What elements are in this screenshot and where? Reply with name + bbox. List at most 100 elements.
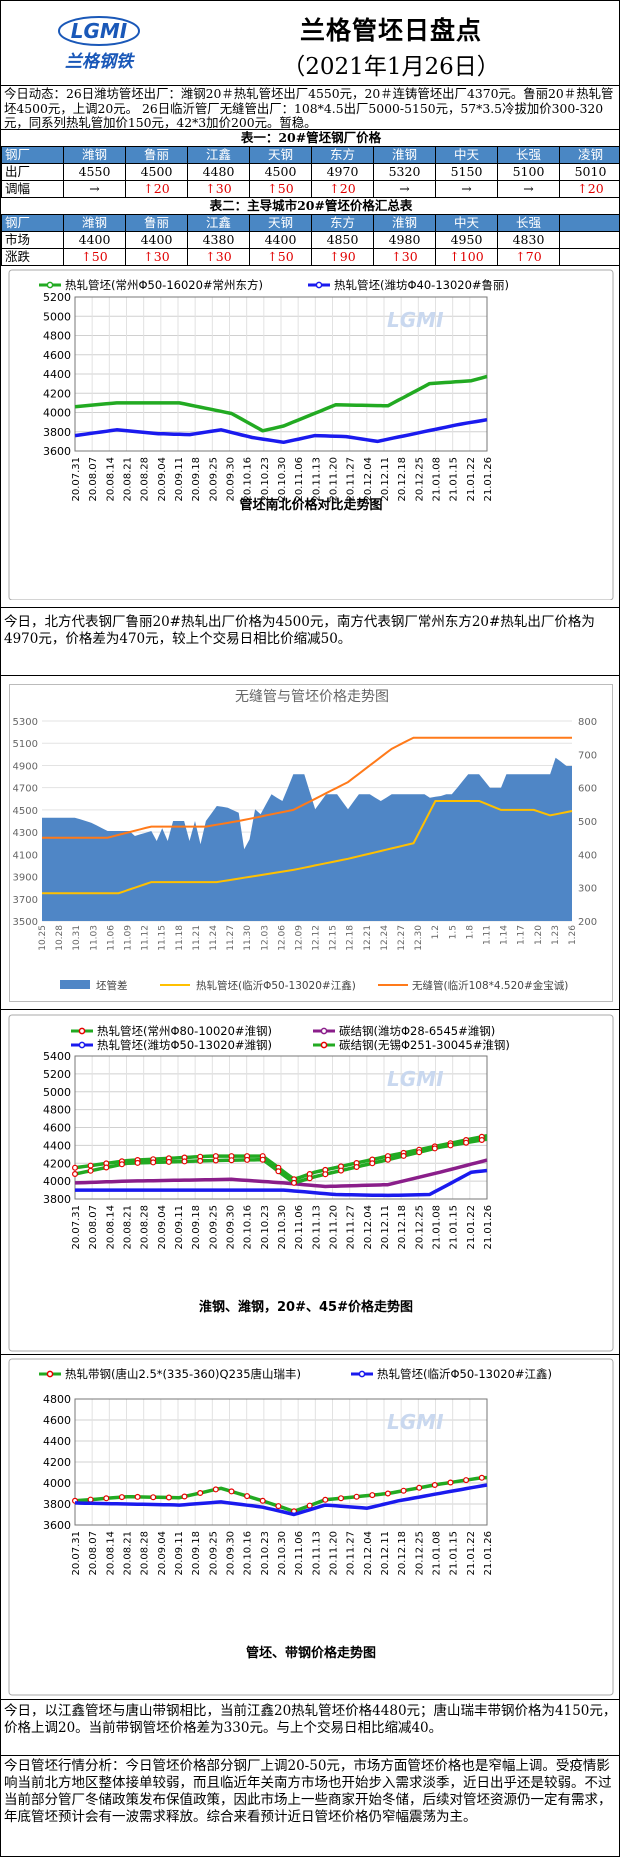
series-point [181,1493,188,1500]
y2-tick-label: 700 [578,750,597,761]
y-tick-label: 3900 [13,873,38,884]
table-header-row: 钢厂 潍钢 鲁丽 江鑫 天钢 东方 淮钢 中天 长强 [1,214,619,232]
x-tick-label: 11.21 [192,925,202,951]
table-cell: ↑30 [125,248,188,266]
y-tick-label: 3800 [43,1193,71,1206]
table-cell: ↑20 [125,180,188,198]
y-tick-label: 5200 [43,1068,71,1081]
y-tick-label: 4800 [43,1393,71,1406]
x-tick-label: 1.11 [483,925,493,945]
x-tick-label: 11.24 [209,925,219,951]
y2-tick-label: 800 [578,717,597,728]
series-area [42,757,572,921]
chart-panel [8,1014,614,1352]
series-point [150,1494,157,1501]
series-line [74,417,488,445]
x-tick-label: 20.08.07 [88,1205,99,1250]
series-point [478,1474,485,1481]
table-cell: ↑30 [187,180,250,198]
table-header-cell: 鲁丽 [125,146,188,164]
chart-caption: 淮钢、潍钢，20#、45#价格走势图 [198,1299,413,1315]
x-tick-label: 10.25 [38,925,48,951]
x-tick-label: 20.08.14 [105,457,116,502]
divider [1,1354,619,1355]
x-tick-label: 21.01.26 [483,1205,494,1250]
x-tick-label: 11.30 [243,925,253,951]
x-tick-label: 21.01.15 [449,457,460,502]
series-point [463,1139,470,1146]
table-cell: ↑30 [373,248,436,266]
table-cell: 4380 [187,231,250,249]
table2-title: 表二：主导城市20#管坯价格汇总表 [209,198,413,213]
chart4: 热轧带钢(唐山2.5*(335-360)Q235唐山瑞丰) 热轧管坯(临沂Φ50-… [8,1358,614,1696]
series-point [165,1158,172,1165]
x-tick-label: 20.09.04 [157,1531,168,1576]
divider [1,607,619,608]
x-tick-label: 11.12 [141,925,151,951]
series-point [291,1179,298,1186]
x-tick-label: 20.11.06 [294,1531,305,1576]
series-point [369,1160,376,1167]
x-tick-label: 20.12.04 [363,1205,374,1250]
x-tick-label: 12.18 [346,925,356,951]
y-tick-label: 5000 [43,1086,71,1099]
chart3-section: 热轧管坯(常州Φ80-10020#淮钢) 热轧管坯(潍坊Φ50-13020#潍钢)… [1,1013,619,1353]
table-row-label: 涨跌 [1,248,64,266]
table-header-cell: 中天 [435,214,498,232]
table-header-cell: 长强 [497,146,560,164]
series-point [275,1168,282,1175]
table-header-cell: 钢厂 [1,146,64,164]
legend-label: 热轧管坯(常州Φ50-16020#常州东方) [65,278,263,292]
header: LGMI 兰格钢铁 兰格管坯日盘点 （2021年1月26日） [1,1,619,85]
paragraph-market-analysis: 今日管坯行情分析：今日管坯价格部分钢厂上调20-50元，市场方面管坯价格也是窄幅… [4,1758,612,1825]
series-point [338,1495,345,1502]
legend-label: 无缝管(临沂108*4.520#金宝诚) [412,979,568,992]
y-tick-label: 5200 [43,291,71,304]
x-tick-label: 20.11.27 [346,1531,357,1576]
table-cell: 5150 [435,163,498,181]
plot-area [74,1055,488,1200]
table-cell: ↑50 [63,248,126,266]
x-tick-label: 20.09.25 [208,457,219,502]
divider [1,1755,619,1756]
y-tick-label: 4900 [13,761,38,772]
y-tick-label: 4000 [43,1175,71,1188]
x-tick-label: 11.15 [158,925,168,951]
x-tick-label: 10.31 [72,925,82,951]
legend-swatch [60,980,90,989]
series-point [118,1494,125,1501]
x-tick-label: 20.12.11 [380,1531,391,1576]
table1-title: 表一：20#管坯钢厂价格 [240,130,382,145]
x-tick-label: 20.09.04 [157,457,168,502]
chart4-section: 热轧带钢(唐山2.5*(335-360)Q235唐山瑞丰) 热轧管坯(临沂Φ50-… [1,1357,619,1697]
x-tick-label: 20.08.28 [140,1531,151,1576]
table-row-label: 市场 [1,231,64,249]
series-line [74,374,488,433]
x-tick-label: 20.10.30 [277,457,288,502]
x-tick-label: 20.12.04 [363,457,374,502]
series-point [197,1157,204,1164]
plot-area [74,1398,488,1526]
x-tick-label: 20.12.18 [397,1531,408,1576]
x-tick-label: 20.09.30 [226,1531,237,1576]
table-cell: 4550 [63,163,126,181]
table-row: 调幅 → ↑20 ↑30 ↑50 ↑20 → → → ↑20 [1,180,619,198]
x-tick-label: 20.08.21 [123,1205,134,1250]
table-cell: ↑20 [559,180,619,198]
series-point [353,1164,360,1171]
x-tick-label: 20.08.07 [88,457,99,502]
chart1-section: 热轧管坯(常州Φ50-16020#常州东方) 热轧管坯(潍坊Φ40-13020#鲁… [1,268,619,600]
x-tick-label: 20.10.30 [277,1205,288,1250]
x-tick-label: 21.01.08 [432,1531,443,1576]
x-tick-label: 20.08.14 [105,1531,116,1576]
x-tick-label: 20.09.18 [191,457,202,502]
series-point [306,1502,313,1509]
table-cell: ↑70 [497,248,560,266]
x-tick-label: 21.01.22 [466,457,477,502]
series-point [212,1157,219,1164]
legend-label: 热轧管坯(潍坊Φ40-13020#鲁丽) [334,278,509,292]
y-tick-label: 4700 [13,784,38,795]
table-row-label: 调幅 [1,180,64,198]
y-tick-label: 4200 [43,1157,71,1170]
